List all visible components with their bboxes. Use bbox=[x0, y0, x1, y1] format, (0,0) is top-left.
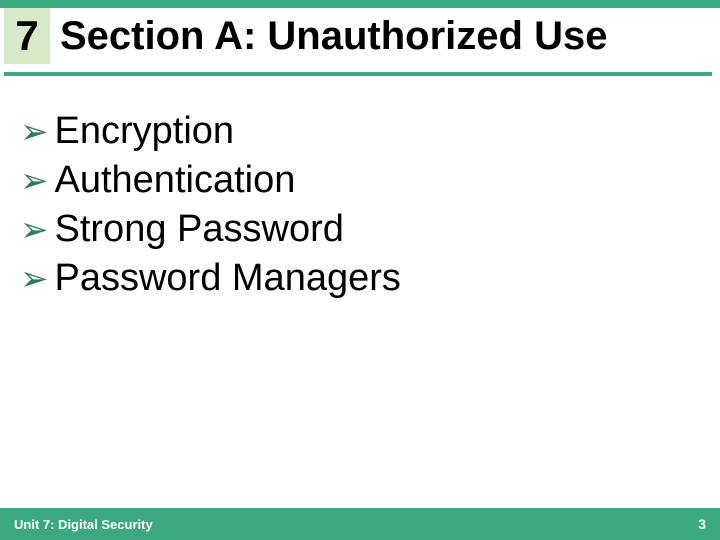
slide-title: Section A: Unauthorized Use bbox=[60, 14, 607, 59]
bullet-text: Strong Password bbox=[55, 208, 344, 251]
header-divider bbox=[4, 72, 712, 76]
bullet-list: ➢ Encryption ➢ Authentication ➢ Strong P… bbox=[20, 110, 401, 306]
slide-footer: Unit 7: Digital Security 3 bbox=[0, 508, 720, 540]
footer-page-number: 3 bbox=[698, 516, 706, 532]
bullet-text: Password Managers bbox=[55, 257, 401, 300]
bullet-text: Authentication bbox=[55, 159, 296, 202]
list-item: ➢ Strong Password bbox=[20, 208, 401, 251]
list-item: ➢ Authentication bbox=[20, 159, 401, 202]
chapter-number: 7 bbox=[15, 12, 38, 60]
footer-unit-title: Unit 7: Digital Security bbox=[14, 517, 153, 532]
bullet-icon: ➢ bbox=[20, 262, 49, 296]
list-item: ➢ Password Managers bbox=[20, 257, 401, 300]
top-accent-bar bbox=[0, 0, 720, 8]
list-item: ➢ Encryption bbox=[20, 110, 401, 153]
bullet-icon: ➢ bbox=[20, 115, 49, 149]
bullet-text: Encryption bbox=[55, 110, 235, 153]
chapter-number-box: 7 bbox=[4, 8, 50, 64]
bullet-icon: ➢ bbox=[20, 164, 49, 198]
bullet-icon: ➢ bbox=[20, 213, 49, 247]
